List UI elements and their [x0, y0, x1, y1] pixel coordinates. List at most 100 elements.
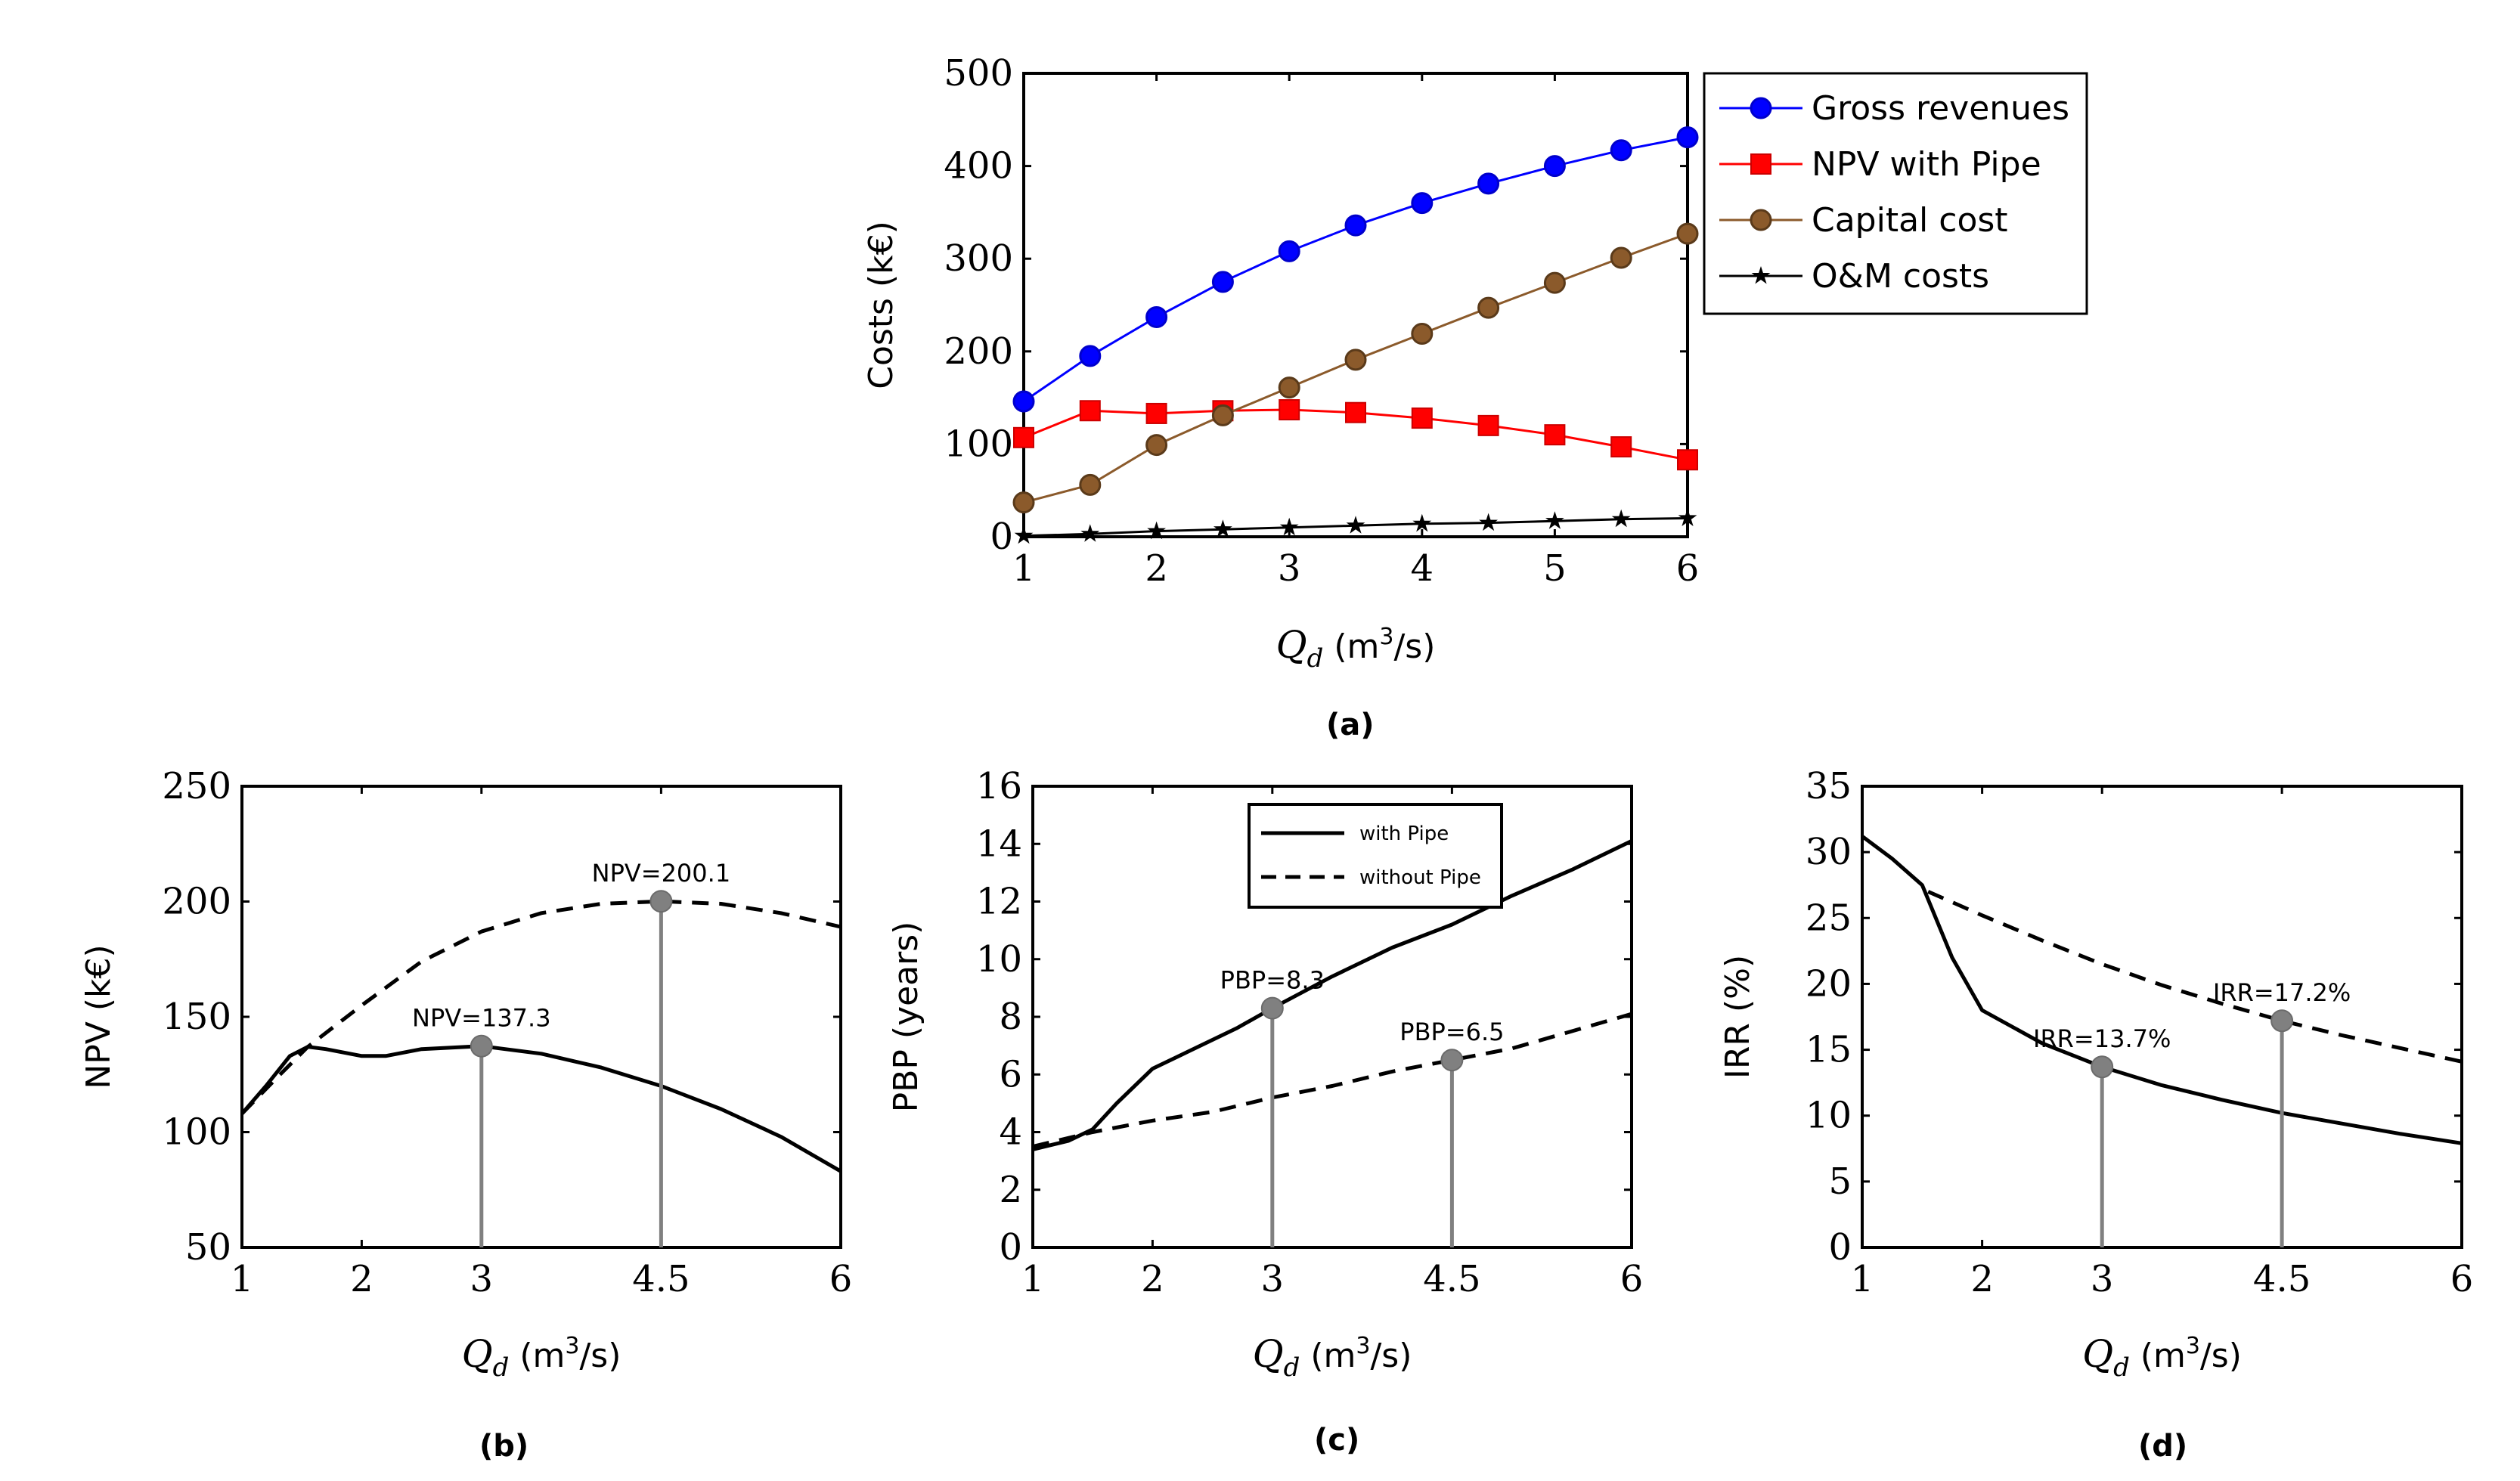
data-point-gross-revenues — [1477, 172, 1500, 195]
series-line-with-pipe — [1861, 835, 2463, 1145]
annotation-label: IRR=17.2% — [2213, 978, 2351, 1007]
y-tick-label: 50 — [185, 1226, 231, 1269]
x-axis-label-unit-post: /s) — [1393, 627, 1435, 666]
x-axis-label-unit-post: /s) — [2200, 1337, 2242, 1375]
annotation-label: IRR=13.7% — [2033, 1024, 2171, 1053]
annotation-marker — [470, 1034, 493, 1058]
legend-label-capital-cost: Capital cost — [1812, 201, 2008, 240]
y-tick-label: 4 — [999, 1111, 1022, 1154]
panel-label-b: (b) — [479, 1429, 529, 1464]
y-axis-label: NPV (k€) — [79, 944, 118, 1089]
x-axis-label: Qd (m3/s) — [462, 1332, 621, 1383]
y-tick-label: 100 — [162, 1111, 231, 1154]
x-axis-label-var: Q — [1253, 1332, 1284, 1376]
data-point-npv-with-pipe — [1610, 436, 1632, 458]
y-tick-label: 300 — [944, 237, 1013, 280]
panel-label-d: (d) — [2138, 1429, 2188, 1464]
legend-label-o-m-costs: O&M costs — [1812, 257, 1989, 296]
x-tick-label: 3 — [1278, 547, 1301, 590]
data-point-capital-cost — [1344, 349, 1367, 371]
y-axis-label: Costs (k€) — [862, 221, 900, 389]
x-tick-label: 4.5 — [1423, 1258, 1480, 1300]
annotation-marker — [649, 890, 673, 913]
x-axis-label-unit-pre: (m — [1323, 627, 1379, 666]
annotation-marker — [1260, 996, 1284, 1020]
data-point-capital-cost — [1610, 246, 1632, 269]
data-point-npv-with-pipe — [1345, 401, 1366, 423]
annotation-label: PBP=8.3 — [1220, 966, 1325, 995]
series-line-with-pipe — [240, 1044, 842, 1173]
x-axis-label-var: Q — [2082, 1332, 2113, 1376]
x-tick-label: 1 — [1021, 1258, 1045, 1300]
y-axis-label: IRR (%) — [1719, 955, 1757, 1079]
x-axis-label-sup: 3 — [1379, 624, 1393, 650]
x-axis-label-sup: 3 — [565, 1333, 579, 1359]
data-point-npv-with-pipe — [1544, 424, 1566, 446]
x-axis-label-var: Q — [462, 1332, 493, 1376]
x-tick-label: 5 — [1543, 547, 1567, 590]
x-tick-label: 1 — [1851, 1258, 1874, 1300]
data-point-o-m-costs — [1014, 525, 1034, 544]
y-tick-label: 15 — [1806, 1029, 1852, 1071]
y-tick-label: 2 — [999, 1169, 1022, 1211]
data-point-o-m-costs — [1346, 516, 1365, 534]
data-point-o-m-costs — [1214, 519, 1232, 538]
annotation-marker — [2270, 1009, 2294, 1033]
y-tick-label: 5 — [1828, 1160, 1852, 1203]
x-tick-label: 1 — [1012, 547, 1036, 590]
x-axis-label-sub: d — [1307, 643, 1324, 674]
legend-marker-capital-cost — [1750, 209, 1772, 231]
y-axis-label: PBP (years) — [887, 922, 925, 1113]
data-point-gross-revenues — [1543, 155, 1566, 178]
data-point-o-m-costs — [1611, 509, 1631, 528]
x-axis-label-var: Q — [1276, 623, 1307, 667]
y-tick-label: 14 — [976, 823, 1022, 865]
y-tick-label: 30 — [1806, 831, 1852, 873]
data-point-o-m-costs — [1080, 524, 1100, 542]
y-tick-label: 16 — [976, 765, 1022, 807]
y-tick-label: 10 — [976, 938, 1022, 981]
data-point-o-m-costs — [1479, 513, 1498, 531]
legend-marker-npv-with-pipe — [1750, 153, 1771, 175]
data-point-o-m-costs — [1279, 517, 1299, 536]
y-tick-label: 400 — [944, 145, 1013, 187]
y-tick-label: 150 — [162, 996, 231, 1038]
data-point-gross-revenues — [1411, 192, 1434, 215]
y-tick-label: 0 — [990, 516, 1013, 558]
data-point-capital-cost — [1278, 376, 1300, 399]
x-tick-label: 4.5 — [2253, 1258, 2311, 1300]
data-point-npv-with-pipe — [1411, 407, 1433, 429]
x-tick-label: 6 — [2450, 1258, 2474, 1300]
data-point-npv-with-pipe — [1079, 400, 1101, 422]
x-tick-label: 6 — [1620, 1258, 1644, 1300]
data-point-capital-cost — [1079, 473, 1102, 496]
data-point-capital-cost — [1145, 434, 1168, 457]
x-tick-label: 4 — [1411, 547, 1434, 590]
x-tick-label: 2 — [1141, 1258, 1164, 1300]
x-axis-label-sub: d — [2113, 1352, 2130, 1383]
data-point-npv-with-pipe — [1013, 426, 1034, 448]
data-point-o-m-costs — [1545, 511, 1564, 529]
legend-marker-gross-revenues — [1750, 97, 1772, 119]
x-axis-label-sub: d — [1284, 1352, 1300, 1383]
series-line-without-pipe — [1927, 890, 2463, 1064]
data-point-gross-revenues — [1211, 271, 1234, 293]
data-point-o-m-costs — [1678, 508, 1697, 526]
y-tick-label: 0 — [999, 1226, 1022, 1269]
y-tick-label: 35 — [1806, 765, 1852, 807]
y-tick-label: 200 — [944, 330, 1013, 373]
panel-label-c: (c) — [1314, 1423, 1360, 1458]
data-point-gross-revenues — [1344, 214, 1367, 237]
data-point-gross-revenues — [1610, 139, 1632, 162]
data-point-capital-cost — [1012, 491, 1035, 514]
legend-label-without-pipe: without Pipe — [1359, 866, 1481, 889]
x-axis-label: Qd (m3/s) — [2082, 1332, 2242, 1383]
data-point-npv-with-pipe — [1477, 414, 1499, 436]
data-point-capital-cost — [1411, 323, 1434, 345]
annotation-marker — [1440, 1049, 1464, 1072]
x-axis-label-unit-post: /s) — [579, 1337, 621, 1375]
